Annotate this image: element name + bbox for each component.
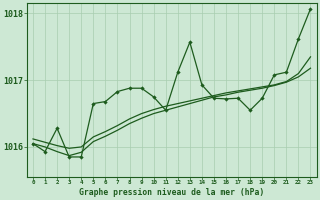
X-axis label: Graphe pression niveau de la mer (hPa): Graphe pression niveau de la mer (hPa) [79, 188, 264, 197]
